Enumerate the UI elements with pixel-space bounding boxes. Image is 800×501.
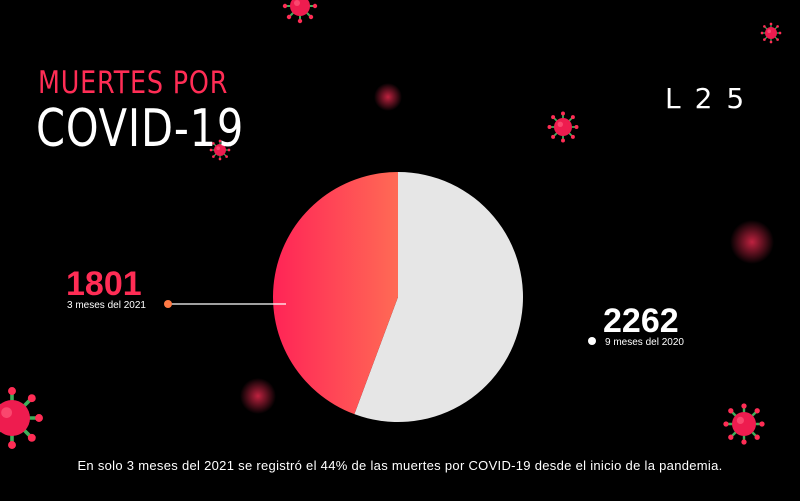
pie-chart xyxy=(272,172,523,422)
pie-slice-2021 xyxy=(272,172,398,415)
virus-decoration-icon xyxy=(0,0,782,451)
leader-dot-2021 xyxy=(164,300,172,308)
slice-label-2021: 3 meses del 2021 xyxy=(67,300,146,311)
leader-lines xyxy=(164,300,596,345)
slice-value-2021: 1801 xyxy=(66,265,142,303)
slice-label-2020: 9 meses del 2020 xyxy=(605,337,684,348)
slice-value-2020: 2262 xyxy=(603,302,679,340)
chart-title-line2: COVID-19 xyxy=(36,99,245,159)
chart-title-line1: MUERTES POR xyxy=(38,65,229,101)
pie-slice-2020 xyxy=(354,172,523,422)
brand-logo: L25 xyxy=(665,82,759,115)
footnote: En solo 3 meses del 2021 se registró el … xyxy=(77,458,723,473)
leader-dot-2020 xyxy=(588,337,596,345)
